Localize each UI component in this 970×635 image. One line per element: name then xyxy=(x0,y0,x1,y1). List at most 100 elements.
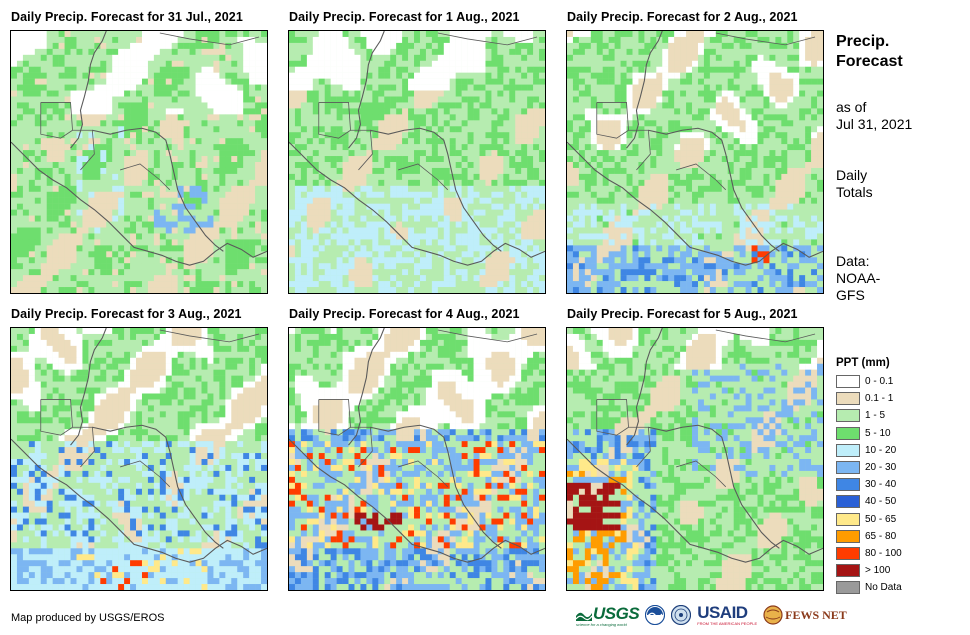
country-border xyxy=(676,460,727,488)
country-border xyxy=(120,163,171,191)
legend-label: 20 - 30 xyxy=(865,462,897,474)
legend-label: 40 - 50 xyxy=(865,496,897,508)
legend-item: 0.1 - 1 xyxy=(836,390,902,407)
legend-swatch xyxy=(836,443,860,457)
legend-swatch xyxy=(836,512,860,526)
legend-label: > 100 xyxy=(865,565,891,577)
country-border xyxy=(40,399,73,436)
legend-item: 50 - 65 xyxy=(836,511,902,528)
coastline xyxy=(648,127,780,252)
coastline xyxy=(70,31,107,149)
precip-grid xyxy=(11,328,267,590)
country-border xyxy=(318,399,351,436)
country-border xyxy=(350,426,373,468)
legend-item: > 100 xyxy=(836,562,902,579)
legend-swatch xyxy=(836,478,860,492)
country-border xyxy=(628,426,651,468)
usaid-tagline: FROM THE AMERICAN PEOPLE xyxy=(697,620,758,626)
country-border xyxy=(437,32,538,46)
legend-item: 65 - 80 xyxy=(836,528,902,545)
dos-seal-icon xyxy=(671,605,692,625)
precip-grid xyxy=(567,31,823,293)
side-title-line1: Precip. xyxy=(836,33,890,50)
coastline xyxy=(289,438,545,563)
coastline xyxy=(626,328,663,446)
legend-swatch xyxy=(836,426,860,440)
coastline xyxy=(70,328,107,446)
legend-item: 40 - 50 xyxy=(836,493,902,510)
coastline xyxy=(648,424,780,549)
side-title-line2: Forecast xyxy=(836,53,903,70)
forecast-map-5 xyxy=(288,327,546,591)
as-of-line2: Jul 31, 2021 xyxy=(836,116,913,132)
panel-title-1: Daily Precip. Forecast for 31 Jul., 2021 xyxy=(11,10,243,24)
country-border xyxy=(398,163,449,191)
forecast-map-1 xyxy=(10,30,268,294)
forecast-map-3 xyxy=(566,30,824,294)
legend-label: 10 - 20 xyxy=(865,444,897,456)
country-border xyxy=(120,460,171,488)
legend-swatch xyxy=(836,546,860,560)
coastline xyxy=(11,141,267,266)
legend-label: 80 - 100 xyxy=(865,547,902,559)
map-credit: Map produced by USGS/EROS xyxy=(11,612,165,624)
country-border xyxy=(159,32,260,46)
country-border xyxy=(40,102,73,139)
country-border xyxy=(318,102,351,139)
country-border xyxy=(72,129,95,171)
legend-item: 1 - 5 xyxy=(836,407,902,424)
fewsnet-text: FEWS NET xyxy=(785,607,847,622)
legend-item: 80 - 100 xyxy=(836,545,902,562)
country-border xyxy=(437,329,538,343)
legend: PPT (mm) 0 - 0.1 0.1 - 1 1 - 5 5 - 10 10 - 2… xyxy=(836,357,902,596)
legend-label: No Data xyxy=(865,582,902,594)
legend-swatch xyxy=(836,392,860,406)
legend-swatch xyxy=(836,529,860,543)
legend-label: 65 - 80 xyxy=(865,530,897,542)
legend-label: 30 - 40 xyxy=(865,479,897,491)
usaid-logo: USAID FROM THE AMERICAN PEOPLE xyxy=(697,602,758,626)
country-border xyxy=(72,426,95,468)
country-border xyxy=(715,329,816,343)
coastline xyxy=(289,141,545,266)
source-line1: Data: xyxy=(836,253,870,269)
legend-title: PPT (mm) xyxy=(836,357,890,369)
country-border xyxy=(715,32,816,46)
forecast-map-2 xyxy=(288,30,546,294)
country-border xyxy=(596,102,629,139)
coastline xyxy=(370,424,502,549)
forecast-map-4 xyxy=(10,327,268,591)
precip-grid xyxy=(289,328,545,590)
coastline xyxy=(626,31,663,149)
source-line2: NOAA- xyxy=(836,270,881,286)
usgs-wave-icon xyxy=(576,612,592,621)
panel-title-4: Daily Precip. Forecast for 3 Aug., 2021 xyxy=(11,307,242,321)
side-title: Precip. Forecast xyxy=(836,32,903,72)
country-border xyxy=(350,129,373,171)
panel-title-6: Daily Precip. Forecast for 5 Aug., 2021 xyxy=(567,307,798,321)
as-of-line1: as of xyxy=(836,99,867,115)
coastline xyxy=(567,141,823,266)
legend-item: 0 - 0.1 xyxy=(836,373,902,390)
legend-item: 10 - 20 xyxy=(836,442,902,459)
legend-swatch xyxy=(836,495,860,509)
usgs-text: USGS xyxy=(593,603,640,623)
legend-swatch xyxy=(836,375,860,389)
country-border xyxy=(628,129,651,171)
country-border xyxy=(159,329,260,343)
fewsnet-globe-icon xyxy=(763,605,783,625)
legend-item: No Data xyxy=(836,579,902,596)
coastline xyxy=(348,31,385,149)
legend-swatch xyxy=(836,461,860,475)
coastline xyxy=(348,328,385,446)
country-border xyxy=(676,163,727,191)
legend-item: 5 - 10 xyxy=(836,425,902,442)
forecast-map-6 xyxy=(566,327,824,591)
country-border xyxy=(596,399,629,436)
logo-bar: USGS science for a changing world USAID … xyxy=(576,600,847,630)
legend-label: 0 - 0.1 xyxy=(865,376,894,388)
precip-grid xyxy=(567,328,823,590)
legend-swatch xyxy=(836,409,860,423)
coastline xyxy=(567,438,823,563)
usaid-text: USAID xyxy=(697,602,748,622)
